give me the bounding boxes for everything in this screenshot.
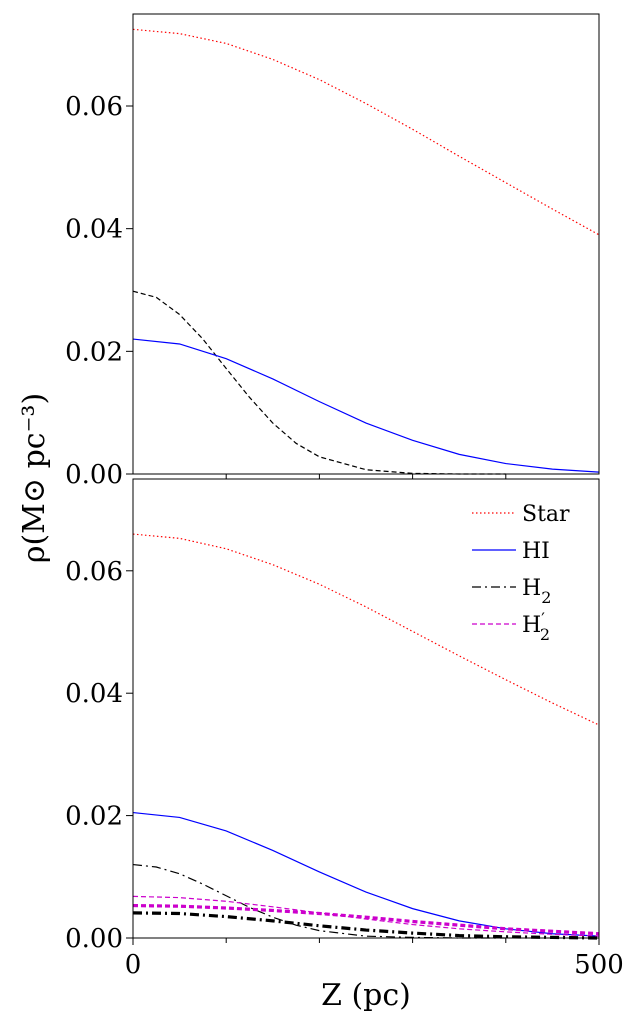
y-tick-label: 0.00 xyxy=(65,924,123,954)
legend-sub: 2 xyxy=(540,625,550,644)
legend-sub: 2 xyxy=(541,588,551,607)
legend-label: H2 xyxy=(522,576,551,607)
y-axis-label: ρ(M⊙ pc⁻³) xyxy=(17,393,52,563)
y-tick-label: 0.02 xyxy=(65,802,123,832)
y-tick-label: 0.02 xyxy=(65,337,123,367)
y-tick-label: 0.06 xyxy=(65,92,123,122)
legend: Star HI H2H′ 2 xyxy=(472,502,570,644)
series-line-4 xyxy=(132,895,600,937)
series-line-2 xyxy=(132,290,506,475)
legend-label: Star xyxy=(522,502,570,527)
y-tick-label: 0.04 xyxy=(65,679,123,709)
series-line-1 xyxy=(132,533,600,726)
top-panel: 0.00 0.02 0.04 0.06 xyxy=(65,13,600,490)
series-line-2 xyxy=(132,811,600,937)
plot-frame xyxy=(132,13,600,475)
plot-frame xyxy=(132,478,600,939)
x-tick-label: 0 xyxy=(125,950,142,980)
x-tick-label: 500 xyxy=(574,950,624,980)
legend-label: HI xyxy=(522,539,550,564)
series-line-1 xyxy=(132,28,600,236)
bottom-panel: 0.00 0.02 0.04 0.06 0 500 Star HI H2H′ 2 xyxy=(65,478,624,980)
x-axis-label: Z (pc) xyxy=(321,978,411,1013)
series-line-6 xyxy=(132,903,600,936)
legend-label: H′ 2 xyxy=(522,609,550,644)
series-line-3 xyxy=(132,338,600,473)
y-tick-label: 0.04 xyxy=(65,215,123,245)
legend-sup: ′ xyxy=(541,609,545,628)
y-tick-label: 0.06 xyxy=(65,557,123,587)
series-line-5 xyxy=(132,911,600,940)
series-line-3 xyxy=(132,863,506,939)
y-tick-label: 0.00 xyxy=(65,460,123,490)
